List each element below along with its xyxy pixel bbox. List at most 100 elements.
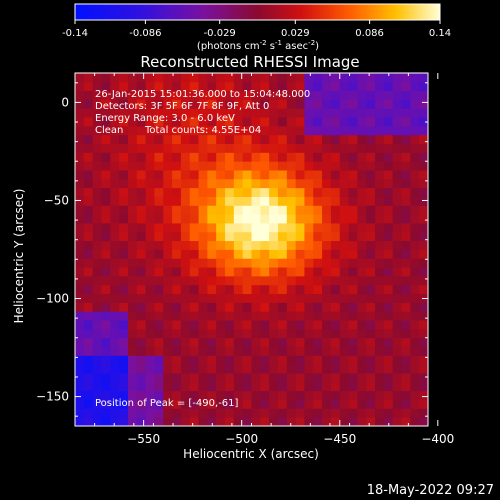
heatmap-pixel: [198, 337, 208, 347]
heatmap-pixel: [145, 73, 155, 83]
heatmap-pixel: [119, 196, 129, 206]
heatmap-pixel: [145, 258, 155, 268]
heatmap-pixel: [357, 108, 367, 118]
heatmap-pixel: [216, 196, 226, 206]
heatmap-pixel: [286, 196, 297, 206]
heatmap-pixel: [163, 90, 173, 100]
heatmap-pixel: [392, 293, 402, 303]
heatmap-pixel: [375, 275, 385, 286]
heatmap-pixel: [251, 320, 261, 330]
heatmap-pixel: [295, 223, 305, 233]
heatmap-pixel: [375, 337, 385, 347]
heatmap-pixel: [127, 293, 138, 303]
heatmap-pixel: [216, 337, 226, 347]
heatmap-pixel: [251, 355, 261, 365]
heatmap-pixel: [348, 134, 358, 144]
heatmap-pixel: [401, 275, 411, 286]
heatmap-pixel: [269, 355, 279, 365]
heatmap-pixel: [163, 399, 173, 409]
heatmap-pixel: [348, 381, 358, 392]
heatmap-pixel: [172, 302, 182, 312]
heatmap-pixel: [322, 258, 332, 268]
heatmap-pixel: [260, 196, 270, 206]
heatmap-pixel: [110, 81, 120, 92]
heatmap-pixel: [242, 108, 252, 118]
heatmap-pixel: [419, 187, 428, 197]
heatmap-pixel: [154, 284, 164, 295]
heatmap-pixel: [233, 240, 244, 250]
heatmap-pixel: [92, 381, 102, 392]
heatmap-pixel: [225, 143, 235, 153]
heatmap-pixel: [136, 81, 146, 92]
heatmap-pixel: [198, 381, 208, 392]
heatmap-pixel: [339, 284, 349, 295]
heatmap-pixel: [83, 73, 94, 83]
heatmap-pixel: [136, 73, 146, 83]
heatmap-pixel: [101, 364, 111, 374]
heatmap-pixel: [251, 311, 261, 321]
heatmap-pixel: [277, 134, 288, 144]
heatmap-pixel: [242, 178, 252, 189]
heatmap-pixel: [366, 117, 376, 127]
heatmap-pixel: [189, 187, 199, 197]
heatmap-pixel: [383, 205, 394, 215]
heatmap-pixel: [348, 258, 358, 268]
heatmap-pixel: [172, 284, 182, 295]
heatmap-pixel: [251, 152, 261, 162]
heatmap-pixel: [136, 390, 146, 400]
heatmap-pixel: [92, 143, 102, 153]
heatmap-pixel: [277, 170, 288, 180]
heatmap-pixel: [92, 311, 102, 321]
heatmap-pixel: [225, 408, 235, 418]
heatmap-pixel: [92, 161, 102, 171]
heatmap-pixel: [180, 320, 191, 330]
heatmap-pixel: [260, 373, 270, 383]
heatmap-pixel: [410, 214, 420, 224]
heatmap-pixel: [322, 320, 332, 330]
heatmap-pixel: [207, 178, 217, 189]
heatmap-pixel: [339, 99, 349, 109]
heatmap-pixel: [92, 223, 102, 233]
heatmap-pixel: [110, 240, 120, 250]
heatmap-pixel: [119, 337, 129, 347]
heatmap-pixel: [410, 178, 420, 189]
heatmap-pixel: [392, 337, 402, 347]
heatmap-pixel: [83, 320, 94, 330]
heatmap-pixel: [172, 337, 182, 347]
heatmap-pixel: [322, 117, 332, 127]
heatmap-pixel: [233, 399, 244, 409]
heatmap-pixel: [322, 417, 332, 426]
heatmap-pixel: [357, 240, 367, 250]
heatmap-pixel: [180, 161, 191, 171]
heatmap-pixel: [101, 134, 111, 144]
heatmap-pixel: [207, 293, 217, 303]
heatmap-pixel: [313, 231, 323, 242]
heatmap-pixel: [172, 73, 182, 83]
heatmap-pixel: [330, 187, 341, 197]
heatmap-pixel: [419, 178, 428, 189]
heatmap-pixel: [198, 81, 208, 92]
heatmap-pixel: [216, 267, 226, 277]
heatmap-pixel: [136, 170, 146, 180]
heatmap-pixel: [242, 81, 252, 92]
heatmap-pixel: [242, 196, 252, 206]
heatmap-pixel: [313, 320, 323, 330]
heatmap-pixel: [145, 196, 155, 206]
heatmap-pixel: [172, 152, 182, 162]
heatmap-pixel: [375, 134, 385, 144]
heatmap-pixel: [251, 390, 261, 400]
heatmap-pixel: [163, 152, 173, 162]
heatmap-pixel: [401, 302, 411, 312]
heatmap-pixel: [163, 364, 173, 374]
heatmap-pixel: [401, 284, 411, 295]
heatmap-pixel: [260, 320, 270, 330]
heatmap-pixel: [189, 302, 199, 312]
heatmap-pixel: [392, 125, 402, 136]
heatmap-pixel: [419, 328, 428, 339]
heatmap-pixel: [375, 311, 385, 321]
heatmap-pixel: [313, 346, 323, 356]
heatmap-pixel: [277, 73, 288, 83]
heatmap-pixel: [242, 399, 252, 409]
heatmap-pixel: [269, 417, 279, 426]
heatmap-pixel: [110, 284, 120, 295]
